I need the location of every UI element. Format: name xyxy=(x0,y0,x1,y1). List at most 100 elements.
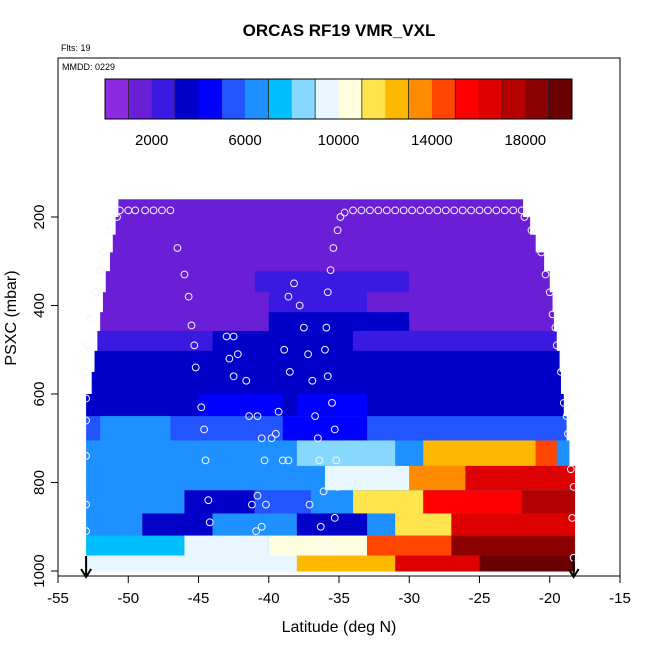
track-point xyxy=(357,206,366,215)
x-tick-label: -55 xyxy=(47,590,69,607)
track-point xyxy=(340,208,349,217)
heatmap-cell xyxy=(296,440,396,467)
y-tick-label: 400 xyxy=(31,293,48,318)
colorbar-tick-label: 6000 xyxy=(228,132,261,149)
extent-arrow-head xyxy=(80,568,92,579)
x-tick-label: -35 xyxy=(328,590,350,607)
heatmap-cell xyxy=(451,535,576,557)
track-point xyxy=(566,465,575,474)
track-point xyxy=(173,244,182,252)
heatmap-cell xyxy=(282,416,368,441)
track-point xyxy=(271,429,280,438)
track-point xyxy=(564,429,572,438)
heatmap-cell xyxy=(112,234,536,253)
y-tick-label: 800 xyxy=(31,470,48,495)
track-point xyxy=(336,213,345,221)
track-point xyxy=(257,522,266,531)
track-point xyxy=(349,206,357,215)
track-point xyxy=(205,518,214,527)
colorbar-segment xyxy=(385,79,409,119)
track-extent-markers xyxy=(80,556,580,579)
heatmap-cell xyxy=(423,490,522,514)
heatmap-cell xyxy=(296,394,368,417)
track-point xyxy=(408,206,416,215)
heatmap-cell xyxy=(142,513,213,537)
track-point xyxy=(115,206,124,215)
track-point xyxy=(382,206,391,215)
track-point xyxy=(197,403,206,412)
colorbar-segment xyxy=(501,79,526,119)
colorbar-segment xyxy=(478,79,503,119)
track-point xyxy=(551,323,560,332)
track-point xyxy=(311,412,320,421)
heatmap-cell xyxy=(324,465,410,491)
x-tick-label: -15 xyxy=(609,590,631,607)
heatmap-cell xyxy=(409,292,494,313)
track-point xyxy=(274,407,283,416)
track-point xyxy=(284,292,293,301)
track-point xyxy=(326,266,335,275)
heatmap-cell xyxy=(521,490,576,514)
x-tick-label: -25 xyxy=(469,590,491,607)
track-point xyxy=(278,456,287,465)
x-axis-label: Latitude (deg N) xyxy=(282,619,397,636)
track-point xyxy=(527,226,536,235)
track-point xyxy=(557,367,565,376)
track-point xyxy=(280,345,289,354)
track-point xyxy=(450,206,459,215)
track-point xyxy=(517,206,526,215)
heatmap-cell xyxy=(479,555,576,572)
track-point xyxy=(330,514,339,522)
colorbar-segment xyxy=(431,79,456,119)
track-point xyxy=(295,301,304,310)
heatmap-cell xyxy=(395,513,452,537)
colorbar: 2000 6000 10000 14000 18000 xyxy=(104,78,573,149)
track-point xyxy=(106,226,114,235)
track-point xyxy=(267,434,276,443)
track-point xyxy=(492,206,501,215)
heatmap-cell xyxy=(212,513,269,537)
track-point xyxy=(552,341,561,350)
heatmap-cell xyxy=(254,252,368,272)
track-point xyxy=(166,206,175,215)
colorbar-segment xyxy=(245,79,269,119)
track-point xyxy=(475,206,484,215)
colorbar-segment xyxy=(455,79,479,119)
heatmap-cell xyxy=(94,350,560,373)
track-point xyxy=(184,292,193,301)
y-axis-label: PSXC (mbar) xyxy=(3,270,20,365)
track-point xyxy=(180,270,189,279)
heatmap-cell xyxy=(339,350,438,373)
track-point xyxy=(158,206,166,215)
track-point xyxy=(330,425,339,434)
track-point xyxy=(82,452,90,460)
track-point xyxy=(458,206,467,215)
x-tick-label: -30 xyxy=(398,590,420,607)
track-point xyxy=(321,544,329,553)
track-point xyxy=(520,213,529,221)
track-point xyxy=(86,314,95,323)
track-point xyxy=(247,500,256,509)
track-point xyxy=(290,279,298,288)
track-point xyxy=(416,206,425,215)
track-points xyxy=(82,206,578,562)
track-point xyxy=(329,244,338,252)
track-point xyxy=(96,266,105,275)
colorbar-tick-label: 10000 xyxy=(318,132,360,149)
track-point xyxy=(541,270,550,279)
colorbar-frame xyxy=(104,78,573,120)
track-point xyxy=(304,350,312,359)
track-point xyxy=(242,376,251,385)
colorbar-segment xyxy=(291,79,316,119)
track-point xyxy=(323,372,332,381)
x-tick-label: -20 xyxy=(539,590,561,607)
track-point xyxy=(113,213,121,221)
colorbar-segment xyxy=(338,79,363,119)
y-axis: 200 400 600 800 1000 xyxy=(31,204,58,588)
track-point xyxy=(141,206,150,215)
track-point xyxy=(314,434,322,443)
track-point xyxy=(425,206,433,215)
heatmap-cell xyxy=(409,465,466,491)
track-point xyxy=(284,456,293,465)
heatmap-cell xyxy=(353,490,424,514)
